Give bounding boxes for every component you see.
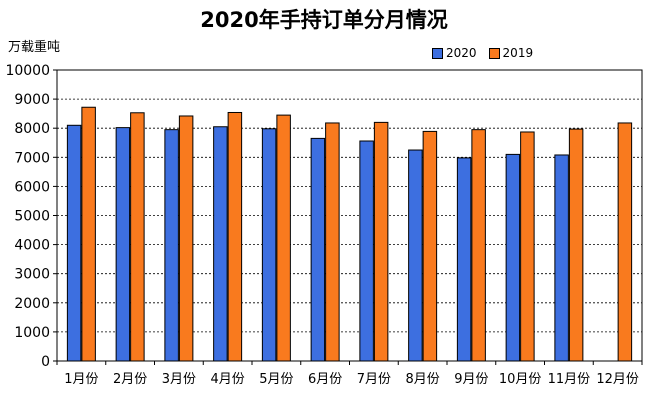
x-tick-label: 3月份 — [162, 372, 196, 387]
bar-2019-7 — [373, 121, 389, 362]
y-tick-label: 0 — [41, 354, 50, 370]
bar-2019-3 — [178, 115, 194, 362]
x-tick-label: 12月份 — [596, 372, 639, 387]
legend: 2020 2019 — [432, 46, 545, 60]
bar-2020-10 — [505, 153, 521, 362]
bar-2020-7 — [359, 140, 374, 362]
bar-2020-4 — [213, 126, 228, 362]
y-axis-unit-label: 万载重吨 — [8, 40, 61, 55]
x-tick-label: 11月份 — [548, 372, 591, 387]
x-tick-label: 8月份 — [405, 372, 439, 387]
x-tick-label: 6月份 — [308, 372, 342, 387]
bar-2020-9 — [456, 157, 472, 362]
legend-item-2019: 2019 — [488, 46, 534, 60]
bar-2020-5 — [261, 128, 277, 362]
bar-2020-1 — [66, 124, 82, 362]
bar-2019-12 — [617, 122, 633, 362]
y-tick-label: 1000 — [14, 325, 50, 341]
x-tick-label: 5月份 — [259, 372, 293, 387]
y-tick-label: 7000 — [14, 150, 50, 166]
legend-swatch-2020 — [432, 47, 443, 59]
y-tick-label: 3000 — [14, 267, 50, 283]
bar-2019-2 — [130, 112, 145, 362]
y-tick-label: 6000 — [14, 179, 50, 195]
bar-2019-8 — [422, 130, 438, 362]
bar-2019-4 — [227, 111, 243, 362]
x-tick-label: 9月份 — [454, 372, 488, 387]
bar-2019-5 — [276, 114, 291, 362]
bar-2020-3 — [164, 129, 179, 362]
y-tick-label: 2000 — [14, 296, 50, 312]
bar-2020-8 — [408, 149, 423, 362]
y-tick-label: 9000 — [14, 92, 50, 108]
y-tick-label: 4000 — [14, 238, 50, 254]
bar-2019-10 — [520, 131, 535, 362]
y-tick-label: 8000 — [14, 121, 50, 137]
x-tick-label: 10月份 — [499, 372, 542, 387]
legend-item-2020: 2020 — [432, 46, 477, 60]
x-tick-label: 4月份 — [210, 372, 244, 387]
bar-2020-11 — [554, 154, 569, 362]
bar-2019-6 — [325, 122, 340, 362]
x-tick-label: 2月份 — [113, 372, 147, 387]
bar-2020-6 — [310, 137, 326, 362]
legend-swatch-2019 — [488, 47, 500, 59]
bar-2019-9 — [471, 129, 486, 362]
bar-2019-1 — [81, 106, 96, 362]
legend-label-2020: 2020 — [446, 46, 477, 60]
legend-label-2019: 2019 — [502, 46, 534, 60]
chart-title: 2020年手持订单分月情况 — [200, 8, 448, 32]
bar-2019-11 — [568, 128, 584, 362]
y-tick-label: 5000 — [14, 209, 50, 225]
y-tick-label: 10000 — [5, 63, 50, 79]
x-tick-label: 7月份 — [357, 372, 391, 387]
bar-2020-2 — [115, 127, 131, 362]
x-tick-label: 1月份 — [64, 372, 98, 387]
